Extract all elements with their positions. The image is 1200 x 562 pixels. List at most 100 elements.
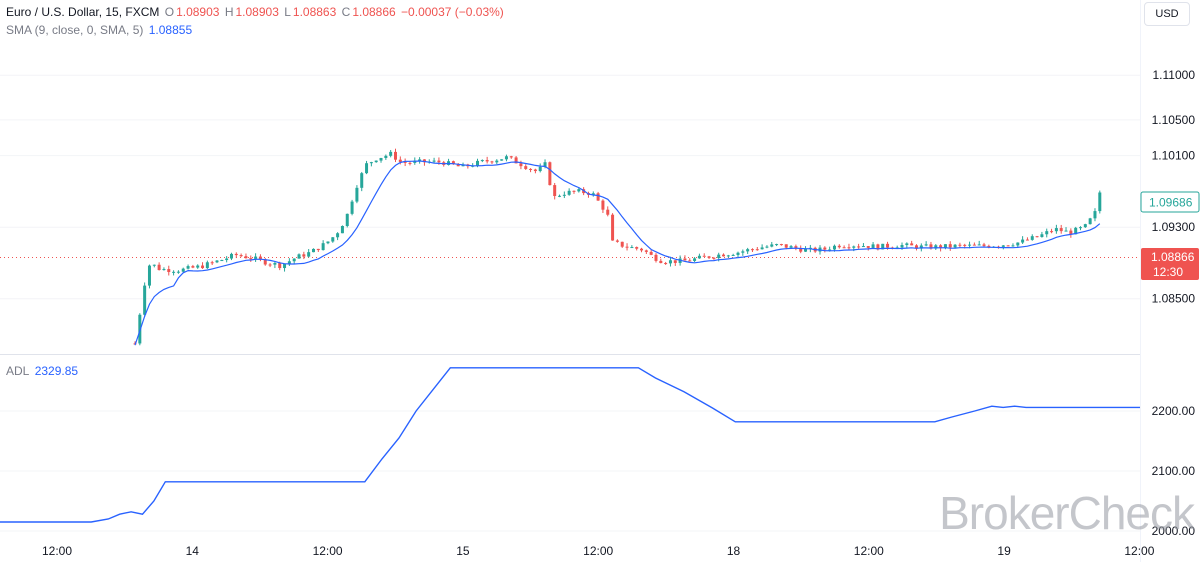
candle-body <box>157 264 161 271</box>
candlestick-series[interactable] <box>133 148 1102 346</box>
price-tick-label: 1.11000 <box>1153 68 1196 82</box>
candle-body <box>311 248 315 253</box>
candle-body <box>229 253 233 259</box>
candle-body <box>162 269 166 271</box>
candle-body <box>958 244 962 246</box>
candle-body <box>480 160 484 162</box>
candle-body <box>924 244 928 246</box>
candle-body <box>538 166 542 172</box>
high-value: 1.08903 <box>235 5 279 19</box>
candle-body <box>365 163 369 174</box>
candle-body <box>693 258 697 261</box>
candle-body <box>1054 228 1058 232</box>
time-tick-label: 12:00 <box>1124 544 1154 558</box>
candle-body <box>422 159 426 163</box>
candle-body <box>659 260 663 264</box>
open-value: 1.08903 <box>176 5 220 19</box>
candle-body <box>350 201 354 214</box>
candle-body <box>225 258 229 261</box>
candle-body <box>765 246 769 248</box>
candle-body <box>707 256 711 258</box>
candle-body <box>543 162 547 167</box>
candle-body <box>823 247 827 250</box>
candle-body <box>176 271 180 273</box>
candle-body <box>476 160 480 166</box>
candle-body <box>939 245 943 249</box>
time-axis[interactable]: 12:00 14 12:00 15 12:00 18 12:00 19 12:00 <box>42 544 1155 558</box>
candle-body <box>152 264 156 266</box>
low-label: L <box>284 5 291 19</box>
candle-body <box>934 245 938 249</box>
candle-body <box>1050 231 1054 233</box>
candle-body <box>548 162 552 186</box>
candle-body <box>500 159 504 161</box>
price-tick-label: 1.09300 <box>1152 220 1196 234</box>
candle-body <box>408 162 412 164</box>
sma-line[interactable] <box>134 160 1101 346</box>
candle-body <box>842 247 846 249</box>
candle-body <box>712 257 716 259</box>
candle-body <box>673 260 677 263</box>
candle-body <box>389 151 393 156</box>
candle-body <box>167 269 171 273</box>
candle-body <box>750 249 754 251</box>
candle-body <box>606 209 610 215</box>
candle-body <box>611 214 615 241</box>
candle-body <box>963 244 967 246</box>
candle-body <box>384 155 388 158</box>
adl-axis[interactable]: 2000.00 2100.00 2200.00 <box>1152 404 1196 538</box>
candle-body <box>741 251 745 253</box>
candle-body <box>794 246 798 249</box>
candle-body <box>760 247 764 250</box>
candle-body <box>775 244 779 246</box>
price-tick-label: 1.08500 <box>1152 292 1196 306</box>
sma-legend[interactable]: SMA (9, close, 0, SMA, 5) 1.08855 <box>6 23 194 37</box>
close-value: 1.08866 <box>352 5 396 19</box>
candle-body <box>857 246 861 248</box>
candle-body <box>326 241 330 244</box>
currency-button[interactable]: USD <box>1144 2 1190 26</box>
candle-body <box>1098 192 1102 212</box>
candle-body <box>273 262 277 265</box>
countdown-text: 12:30 <box>1153 265 1183 279</box>
candle-body <box>736 252 740 255</box>
candle-body <box>432 160 436 162</box>
candle-body <box>398 159 402 162</box>
candle-body <box>948 244 952 248</box>
adl-tick-label: 2100.00 <box>1152 464 1196 478</box>
adl-legend[interactable]: ADL 2329.85 <box>6 364 80 378</box>
sma-label: SMA (9, close, 0, SMA, 5) <box>6 23 144 37</box>
candle-body <box>316 248 320 251</box>
candle-body <box>1074 227 1078 235</box>
adl-line[interactable] <box>0 367 1140 523</box>
candle-body <box>403 161 407 163</box>
sma-value: 1.08855 <box>148 23 193 37</box>
candle-body <box>649 251 653 255</box>
broker-watermark: BrokerCheck <box>939 487 1195 539</box>
candle-body <box>1079 227 1083 229</box>
candle-body <box>804 248 808 252</box>
candle-body <box>393 151 397 160</box>
candle-body <box>514 157 518 164</box>
candle-body <box>302 254 306 257</box>
candle-body <box>1088 218 1092 225</box>
candle-body <box>591 193 595 195</box>
candle-body <box>355 187 359 202</box>
candle-body <box>668 260 672 264</box>
candle-body <box>847 247 851 249</box>
candle-body <box>524 166 528 169</box>
candle-body <box>577 189 581 192</box>
candle-body <box>191 266 195 268</box>
open-label: O <box>164 5 175 19</box>
price-axis[interactable]: 1.08500 1.09300 1.10100 1.10500 1.11000 <box>1152 68 1196 305</box>
candle-body <box>755 249 759 251</box>
candle-body <box>379 157 383 161</box>
candle-body <box>263 259 267 265</box>
adl-value: 2329.85 <box>34 364 79 378</box>
candle-body <box>770 244 774 247</box>
candle-body <box>1001 245 1005 247</box>
candle-body <box>1035 236 1039 238</box>
candle-body <box>1083 224 1087 228</box>
